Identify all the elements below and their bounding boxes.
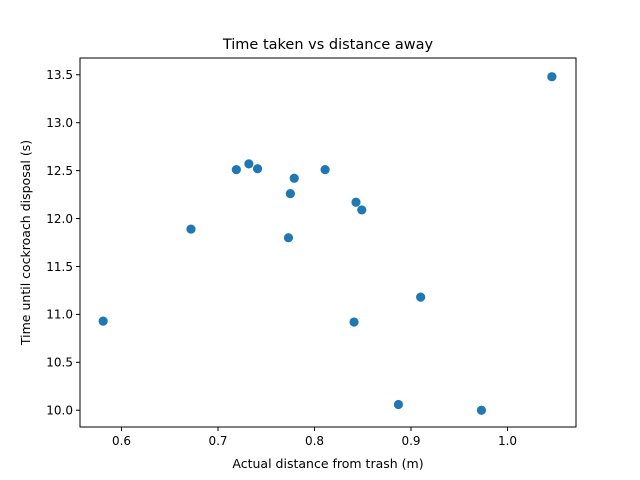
- scatter-point-3: [231, 165, 241, 175]
- x-tick-label: 0.7: [208, 434, 227, 448]
- scatter-point-14: [416, 292, 426, 302]
- scatter-point-8: [289, 173, 299, 183]
- x-tick-label: 0.8: [305, 434, 324, 448]
- x-tick-label: 0.9: [401, 434, 420, 448]
- points-layer: [98, 72, 557, 415]
- y-tick-label: 13.5: [46, 68, 73, 82]
- scatter-point-12: [357, 205, 367, 215]
- scatter-point-7: [285, 189, 295, 199]
- x-tick-label: 1.0: [498, 434, 517, 448]
- x-axis-label: Actual distance from trash (m): [232, 456, 423, 471]
- scatter-point-16: [547, 72, 557, 82]
- y-tick-label: 10.0: [46, 404, 73, 418]
- plot-frame: [79, 57, 577, 428]
- y-axis-label: Time until cockroach disposal (s): [18, 140, 33, 346]
- y-tick-label: 13.0: [46, 116, 73, 130]
- y-tick-label: 12.5: [46, 164, 73, 178]
- y-tick-label: 11.0: [46, 308, 73, 322]
- scatter-point-2: [186, 224, 196, 234]
- scatter-point-9: [320, 165, 330, 175]
- scatter-point-6: [283, 233, 294, 243]
- scatter-point-15: [476, 405, 487, 415]
- scatter-point-13: [393, 399, 404, 410]
- scatter-point-11: [351, 197, 361, 207]
- y-tick-label: 11.5: [46, 260, 73, 274]
- scatter-point-10: [349, 317, 359, 327]
- scatter-point-4: [244, 159, 254, 169]
- x-axis-ticks: 0.6 0.7 0.8 0.9 1.0: [112, 427, 517, 448]
- y-tick-label: 10.5: [46, 356, 73, 370]
- chart-title: Time taken vs distance away: [222, 37, 434, 53]
- scatter-point-5: [252, 164, 263, 174]
- y-axis-ticks: 10.0 10.5 11.0 11.5 12.0 12.5 13.0 13.5: [46, 68, 80, 418]
- scatter-point-1: [98, 316, 108, 326]
- y-tick-label: 12.0: [46, 212, 73, 226]
- x-tick-label: 0.6: [112, 434, 131, 448]
